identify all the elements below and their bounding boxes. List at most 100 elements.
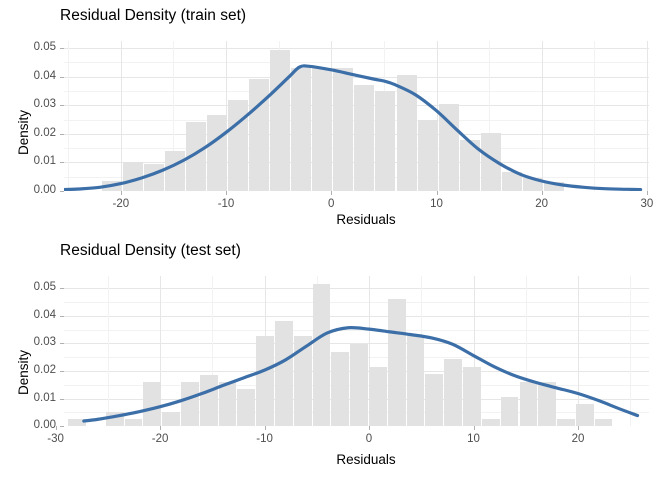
y-tick-label: 0.03 [33,98,56,111]
histogram-bar [270,49,291,191]
gridline-major-horizontal [64,343,649,345]
histogram-bar [312,284,331,426]
y-tick-label: 0.01 [33,155,56,168]
histogram-bar [417,120,438,191]
y-tick-mark [60,288,64,290]
gridline-major-vertical [436,41,438,191]
x-tick-mark [120,191,122,195]
x-tick-label: 20 [535,198,549,210]
histogram-bar [444,358,463,426]
x-tick-label: 10 [467,433,480,445]
histogram-bar [538,382,557,426]
histogram-bar [68,419,86,426]
plot-area-test [64,276,649,426]
histogram-bar [181,382,199,426]
histogram-bar [249,78,270,191]
histogram-bar [331,351,350,426]
histogram-bar [501,171,522,191]
gridline-major-vertical [578,276,579,426]
x-tick-label: -20 [151,433,169,445]
histogram-bar [218,382,237,426]
y-tick-label: 0.05 [33,281,56,294]
histogram-bar [500,396,519,426]
gridline-major-horizontal [64,315,649,317]
histogram-bar [543,182,564,191]
gridline-minor-vertical [173,41,175,191]
y-tick-mark [60,398,64,400]
gridline-major-horizontal [64,288,649,290]
kde-density-line [64,64,643,191]
histogram-bar [293,336,312,426]
histogram-bar [228,99,249,191]
histogram-bar [237,389,256,426]
gridline-major-horizontal [64,76,649,78]
gridline-major-vertical [646,41,648,191]
gridline-minor-vertical [489,41,491,191]
x-tick-mark [369,426,370,430]
x-tick-label: 0 [365,433,373,445]
x-tick-mark [541,191,543,195]
y-tick-mark [60,315,64,317]
histogram-bar [557,419,575,426]
histogram-bar [354,85,375,191]
y-tick-label: 0.05 [33,41,56,54]
y-tick-label: 0.04 [33,308,56,321]
gridline-major-vertical [160,276,162,426]
histogram-bar [122,161,143,191]
gridline-minor-vertical [68,41,70,191]
plot-area-train [64,41,649,191]
y-tick-mark [60,371,64,372]
histogram-bar [375,91,396,191]
gridline-minor-vertical [525,276,527,426]
histogram-bar [312,68,333,191]
histogram-bar [124,419,143,426]
y-tick-mark [60,48,64,50]
gridline-major-horizontal [64,48,649,50]
x-tick-mark [160,426,162,430]
chart-panel-test: Residual Density (test set) Density Resi… [0,235,672,480]
y-tick-mark [60,343,64,345]
y-tick-mark [60,133,64,135]
histogram-bar [463,366,481,426]
x-axis-label-train: Residuals [336,212,396,227]
chart-panel-train: Residual Density (train set) Density Res… [0,0,672,235]
x-tick-mark [226,191,227,195]
gridline-minor-vertical [107,276,109,426]
x-tick-label: -10 [256,433,273,445]
histogram-bar [291,68,312,191]
histogram-bar [481,419,500,426]
x-tick-label: -30 [47,433,64,445]
kde-curve-train [64,64,643,191]
y-tick-label: 0.00 [33,419,56,431]
x-tick-mark [436,191,438,195]
y-tick-mark [60,426,64,427]
x-tick-mark [55,426,57,430]
x-tick-label: -10 [217,198,235,210]
x-tick-label: 20 [571,433,585,445]
histogram-bar [480,133,501,191]
x-tick-mark [331,191,333,195]
y-tick-mark [60,191,64,192]
x-axis-label-test: Residuals [336,452,396,467]
chart-title-test: Residual Density (test set) [60,242,241,259]
gridline-minor-horizontal [64,329,649,331]
y-tick-label: 0.01 [33,391,56,404]
histogram-bar [425,374,444,426]
y-tick-label: 0.02 [33,364,56,376]
chart-title-train: Residual Density (train set) [60,7,247,24]
gridline-major-vertical [120,41,122,191]
x-tick-label: 30 [640,198,654,210]
gridline-minor-horizontal [64,302,649,304]
histogram-bar [396,74,417,191]
gridline-minor-horizontal [64,62,649,64]
y-tick-mark [60,105,64,107]
gridline-minor-vertical [212,276,214,426]
y-tick-mark [60,162,64,164]
x-tick-mark [578,426,579,430]
histogram-bar [143,382,162,426]
x-tick-label: -20 [112,198,130,210]
histogram-bar [350,344,368,426]
histogram-bar [594,419,613,426]
y-tick-label: 0.03 [33,336,56,349]
